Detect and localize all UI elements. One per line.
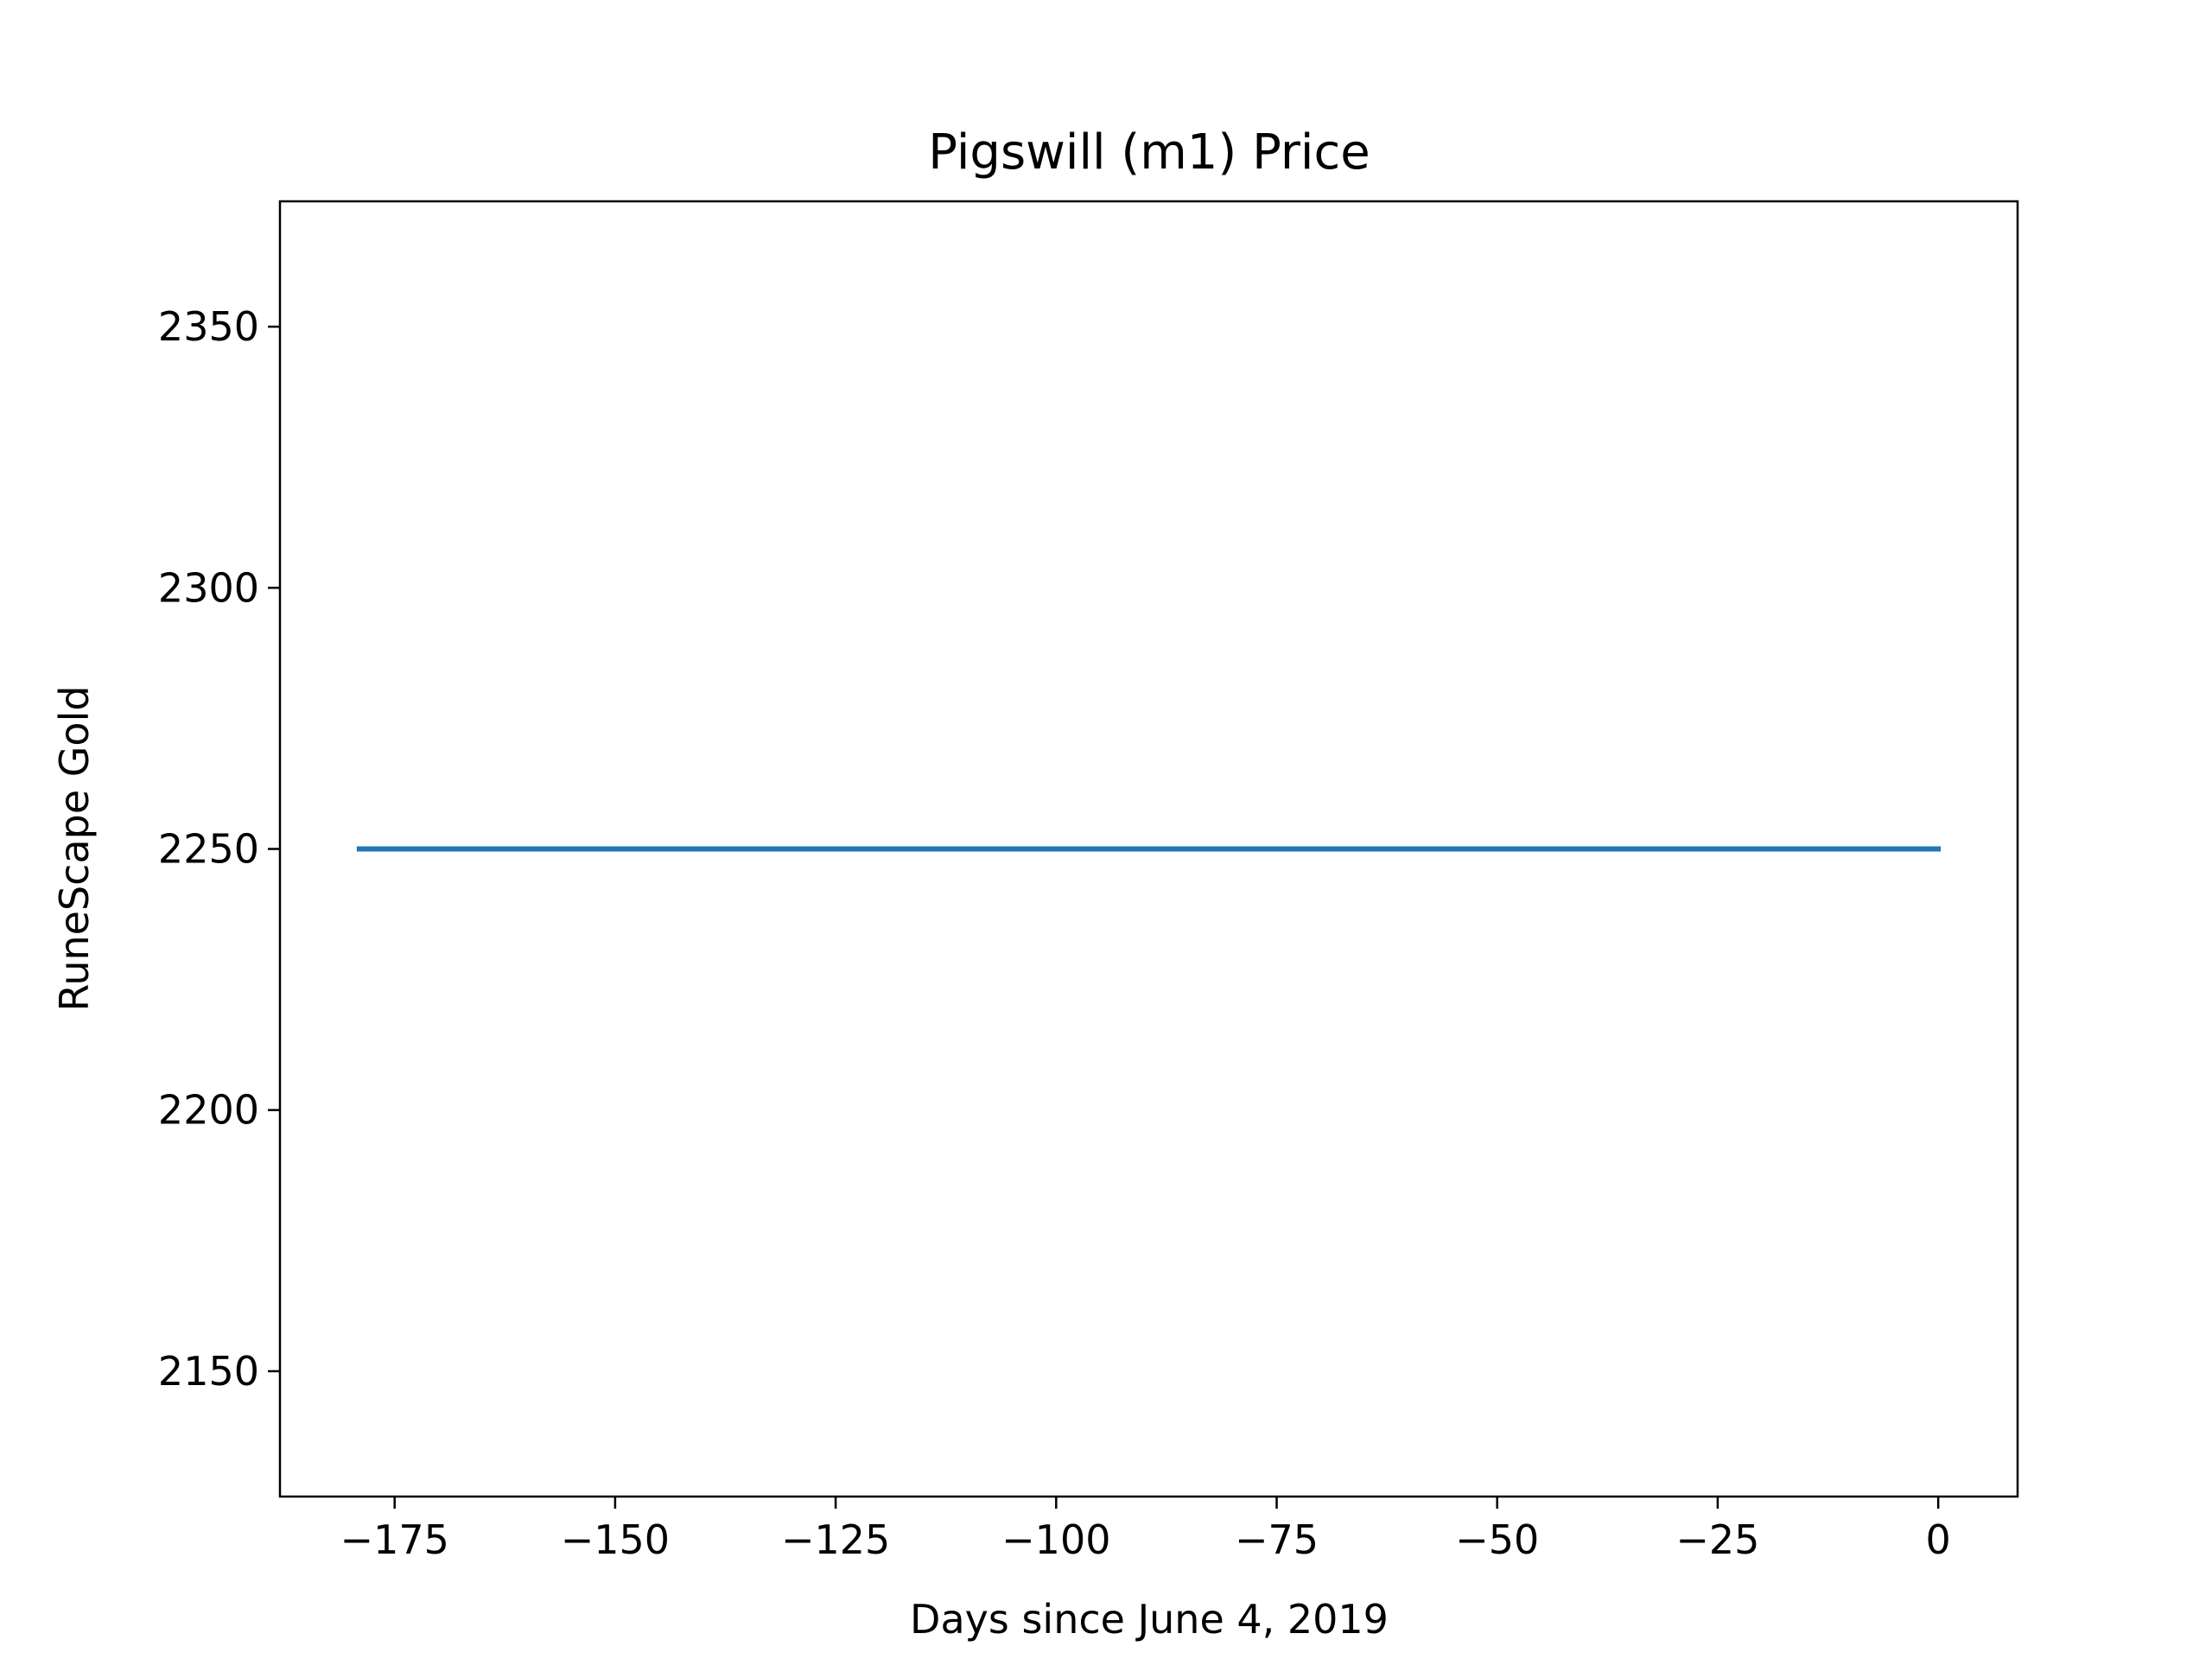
y-tick-label: 2250 (158, 826, 259, 873)
y-tick-label: 2200 (158, 1087, 259, 1134)
x-tick-label: −75 (1235, 1516, 1319, 1563)
x-tick-label: −50 (1455, 1516, 1539, 1563)
x-tick-label: −100 (1001, 1516, 1110, 1563)
x-tick-label: −25 (1675, 1516, 1759, 1563)
x-tick-label: −150 (561, 1516, 670, 1563)
x-tick-label: −175 (340, 1516, 449, 1563)
x-axis-label: Days since June 4, 2019 (910, 1596, 1389, 1643)
axes-frame (278, 200, 2019, 1498)
y-tick-label: 2350 (158, 303, 259, 350)
y-axis-label: RuneScape Gold (51, 685, 98, 1011)
x-tick-label: 0 (1925, 1516, 1950, 1563)
y-tick-label: 2150 (158, 1348, 259, 1395)
y-tick-label: 2300 (158, 564, 259, 611)
x-tick-label: −125 (781, 1516, 890, 1563)
y-axis: 2150 2200 2250 2300 2350 (158, 303, 280, 1395)
chart-title: Pigswill (m1) Price (928, 124, 1370, 181)
x-axis: −175 −150 −125 −100 −75 −50 −25 0 (340, 1497, 1951, 1563)
